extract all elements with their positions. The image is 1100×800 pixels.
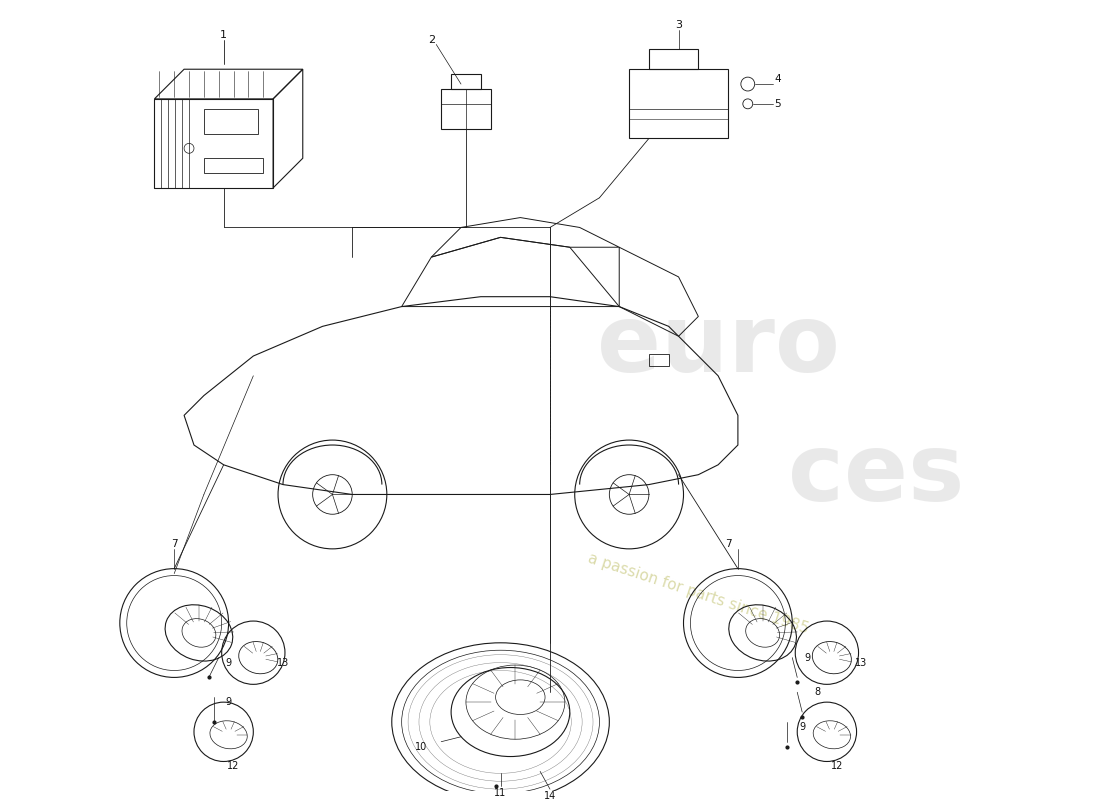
Text: 1: 1 bbox=[220, 30, 228, 40]
Bar bbox=[204, 109, 258, 134]
Text: 13: 13 bbox=[277, 658, 289, 667]
Text: 13: 13 bbox=[856, 658, 868, 667]
Text: 7: 7 bbox=[725, 539, 732, 549]
Text: euro: euro bbox=[596, 300, 839, 392]
Text: 4: 4 bbox=[774, 74, 781, 84]
Text: 12: 12 bbox=[228, 762, 240, 771]
Text: 12: 12 bbox=[830, 762, 843, 771]
Text: ces: ces bbox=[789, 429, 965, 521]
Text: 10: 10 bbox=[416, 742, 428, 752]
Text: 9: 9 bbox=[799, 722, 805, 732]
Bar bbox=[441, 89, 491, 129]
Text: 9: 9 bbox=[226, 697, 232, 707]
Text: 9: 9 bbox=[226, 658, 232, 667]
Text: 9: 9 bbox=[804, 653, 811, 662]
Text: 7: 7 bbox=[170, 539, 177, 549]
Text: 5: 5 bbox=[774, 99, 781, 109]
Bar bbox=[649, 50, 698, 70]
Text: 8: 8 bbox=[814, 687, 821, 698]
Text: a passion for parts since 1985: a passion for parts since 1985 bbox=[586, 550, 811, 636]
Bar bbox=[649, 354, 669, 366]
Text: 3: 3 bbox=[675, 20, 682, 30]
Text: 14: 14 bbox=[543, 791, 557, 800]
Text: 2: 2 bbox=[428, 34, 435, 45]
Bar bbox=[629, 70, 728, 138]
Bar bbox=[204, 158, 263, 173]
Bar bbox=[451, 74, 481, 89]
Text: 11: 11 bbox=[494, 788, 507, 798]
